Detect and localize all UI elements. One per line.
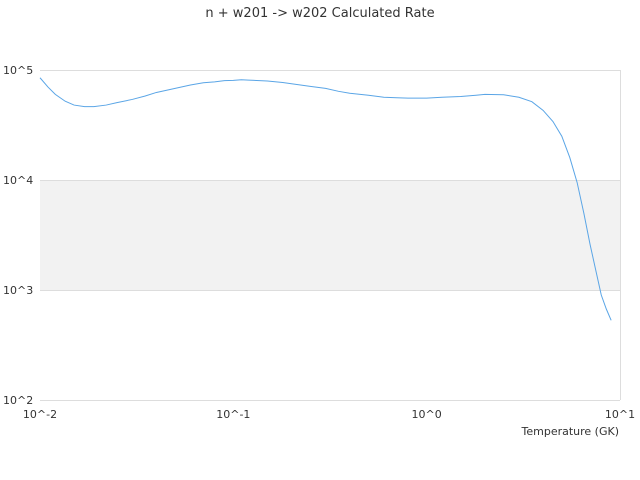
x-tick-label: 10^-1 [216,408,250,421]
y-tick-label: 10^4 [3,174,33,187]
y-tick-label: 10^3 [3,284,33,297]
x-tick-label: 10^0 [412,408,442,421]
x-axis-title: Temperature (GK) [521,425,620,438]
plot-area: 10^2 10^3 10^4 10^5 10^-2 10^-1 10^0 10^1 [3,64,635,421]
x-tick-label: 10^-2 [23,408,57,421]
chart-title: n + w201 -> w202 Calculated Rate [205,6,434,21]
y-tick-label: 10^5 [3,64,33,77]
y-tick-label: 10^2 [3,394,33,407]
series-line [39,77,612,321]
x-tick-label: 10^1 [605,408,635,421]
plot-band [40,180,620,290]
